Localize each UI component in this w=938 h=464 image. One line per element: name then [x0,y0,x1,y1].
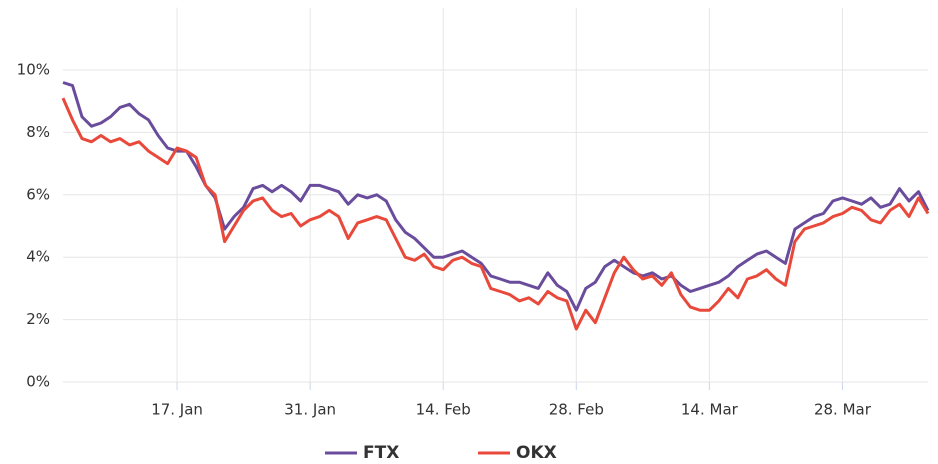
y-tick-label: 0% [26,373,50,391]
legend-label: OKX [516,443,557,463]
y-tick-label: 10% [17,61,50,79]
series-line [62,81,930,312]
series-line [61,97,930,331]
x-tick-label: 31. Jan [284,401,336,419]
x-tick-label: 17. Jan [151,401,203,419]
y-tick-label: 2% [26,310,50,328]
y-tick-label: 6% [26,185,50,203]
x-tick-label: 14. Mar [681,401,739,419]
legend-label: FTX [363,443,399,463]
x-tick-label: 28. Feb [549,401,604,419]
y-tick-label: 8% [26,123,50,141]
y-tick-label: 4% [26,248,50,266]
x-tick-label: 14. Feb [416,401,471,419]
x-tick-label: 28. Mar [814,401,872,419]
